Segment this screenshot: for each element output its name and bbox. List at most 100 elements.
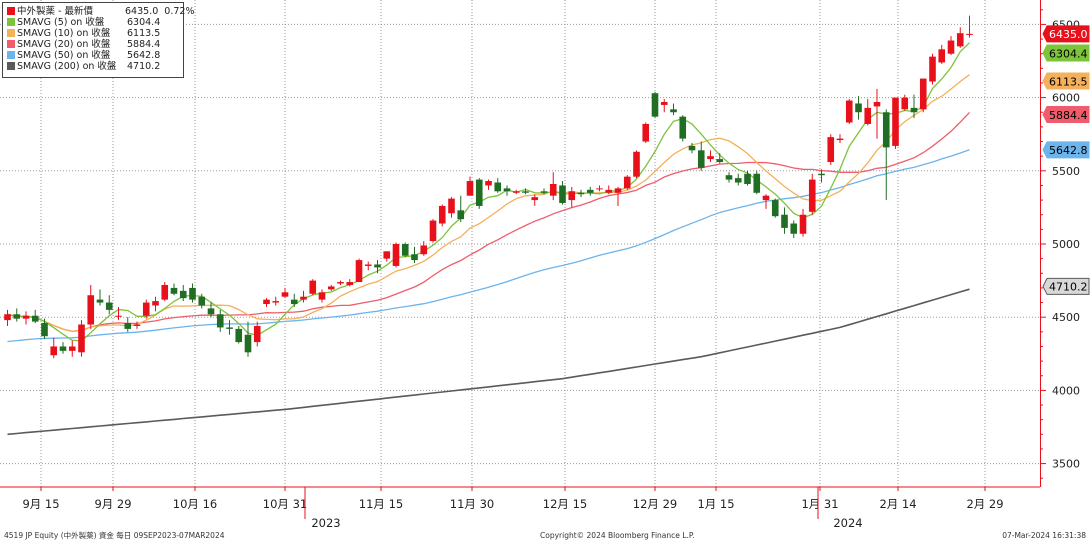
candle bbox=[457, 195, 465, 223]
candle-body bbox=[781, 214, 788, 228]
candle bbox=[300, 290, 307, 303]
candle bbox=[318, 289, 326, 303]
candle bbox=[189, 283, 196, 303]
candle-body bbox=[503, 188, 511, 192]
value-tag-box bbox=[1042, 25, 1090, 43]
candle bbox=[124, 317, 132, 332]
candle-body bbox=[383, 251, 391, 259]
candle bbox=[605, 185, 613, 195]
candle bbox=[392, 242, 400, 268]
x-tick-label: 2月 29 bbox=[966, 497, 1003, 511]
candle bbox=[31, 309, 39, 324]
candle-body bbox=[263, 299, 270, 305]
candle bbox=[522, 188, 529, 195]
candle-body bbox=[734, 178, 742, 183]
candle-body bbox=[475, 179, 483, 206]
candle bbox=[864, 99, 872, 126]
candle bbox=[448, 197, 455, 218]
candle-body bbox=[670, 109, 677, 113]
legend-change-price: 0.72% bbox=[164, 6, 195, 17]
sma20-line bbox=[7, 111, 970, 332]
candle bbox=[263, 298, 270, 307]
candle-body bbox=[253, 325, 261, 343]
candle bbox=[929, 53, 936, 85]
candle-body bbox=[392, 244, 400, 266]
sma20-value-tag: 5884.4 bbox=[1042, 106, 1090, 124]
candle-body bbox=[707, 156, 714, 160]
candle-body bbox=[87, 295, 95, 325]
candle-body bbox=[346, 282, 354, 285]
sma200-line bbox=[7, 288, 970, 436]
candle bbox=[651, 91, 659, 119]
x-tick-label: 2月 14 bbox=[879, 497, 916, 511]
candle-body bbox=[244, 334, 252, 353]
sma5-value-tag: 6304.4 bbox=[1042, 44, 1090, 62]
candle bbox=[679, 115, 687, 142]
candle-body bbox=[956, 33, 964, 47]
candle bbox=[216, 309, 224, 332]
x-tick-label: 11月 15 bbox=[359, 497, 403, 511]
candle-body bbox=[309, 280, 317, 294]
footer-security-info: 4519 JP Equity (中外製薬) 資金 每日 09SEP2023-07… bbox=[4, 531, 225, 540]
candle-body bbox=[13, 314, 21, 319]
candle bbox=[475, 178, 483, 209]
legend-value-sma200: 4710.2 bbox=[127, 61, 161, 72]
candle bbox=[716, 153, 724, 164]
candle-body bbox=[4, 314, 11, 321]
legend-label-sma10: SMAVG (10) on 收盤 bbox=[17, 28, 111, 39]
candle-body bbox=[512, 191, 520, 193]
candle bbox=[494, 178, 502, 193]
value-tag-label: 5642.8 bbox=[1049, 144, 1088, 157]
candle-body bbox=[448, 198, 455, 214]
candle bbox=[623, 175, 631, 190]
candle-body bbox=[133, 324, 141, 326]
x-tick-label: 1月 31 bbox=[801, 497, 838, 511]
candle-body bbox=[864, 107, 872, 124]
sma10-line bbox=[7, 74, 970, 332]
candle-body bbox=[892, 97, 899, 146]
value-tag-label: 6304.4 bbox=[1049, 47, 1088, 60]
candle-body bbox=[966, 33, 973, 35]
candle-body bbox=[845, 100, 853, 123]
candle bbox=[309, 279, 317, 296]
candle bbox=[688, 142, 696, 154]
legend-entry-sma20: SMAVG (20) on 收盤 5884.4 bbox=[7, 39, 160, 50]
candle-body bbox=[50, 346, 58, 356]
value-tag-label: 6113.5 bbox=[1049, 75, 1088, 88]
candle-body bbox=[744, 173, 751, 184]
year-label: 2023 bbox=[311, 516, 340, 530]
candle bbox=[938, 44, 946, 64]
legend-value-sma5: 6304.4 bbox=[127, 17, 161, 28]
candle-body bbox=[466, 181, 474, 196]
candle bbox=[374, 260, 381, 274]
candle-body bbox=[281, 292, 289, 297]
candle bbox=[401, 242, 409, 258]
candle bbox=[762, 194, 770, 209]
candle bbox=[290, 293, 298, 307]
candle-body bbox=[272, 301, 280, 303]
candle-body bbox=[818, 173, 825, 176]
sma200-value-tag: 4710.2 bbox=[1042, 277, 1090, 295]
candle bbox=[253, 321, 261, 347]
candle bbox=[540, 188, 548, 195]
price-value-tag: 6435.0 bbox=[1042, 25, 1090, 43]
legend-swatch-price bbox=[7, 7, 15, 15]
candle-body bbox=[300, 296, 307, 300]
candle bbox=[13, 308, 21, 322]
candle bbox=[845, 99, 853, 124]
candle-body bbox=[142, 302, 150, 316]
candle-body bbox=[152, 301, 159, 306]
sma10-value-tag: 6113.5 bbox=[1042, 72, 1090, 90]
candle bbox=[901, 94, 909, 111]
candle-body bbox=[531, 197, 539, 201]
candle-body bbox=[374, 264, 381, 268]
legend-label-sma5: SMAVG (5) on 收盤 bbox=[17, 17, 105, 28]
candle-body bbox=[78, 324, 85, 353]
candle-body bbox=[235, 328, 243, 343]
value-tag-label: 5884.4 bbox=[1049, 109, 1088, 122]
candle-body bbox=[115, 315, 122, 317]
candle bbox=[50, 337, 58, 359]
candle bbox=[549, 172, 557, 201]
candle bbox=[799, 208, 807, 237]
candle-body bbox=[688, 145, 696, 151]
